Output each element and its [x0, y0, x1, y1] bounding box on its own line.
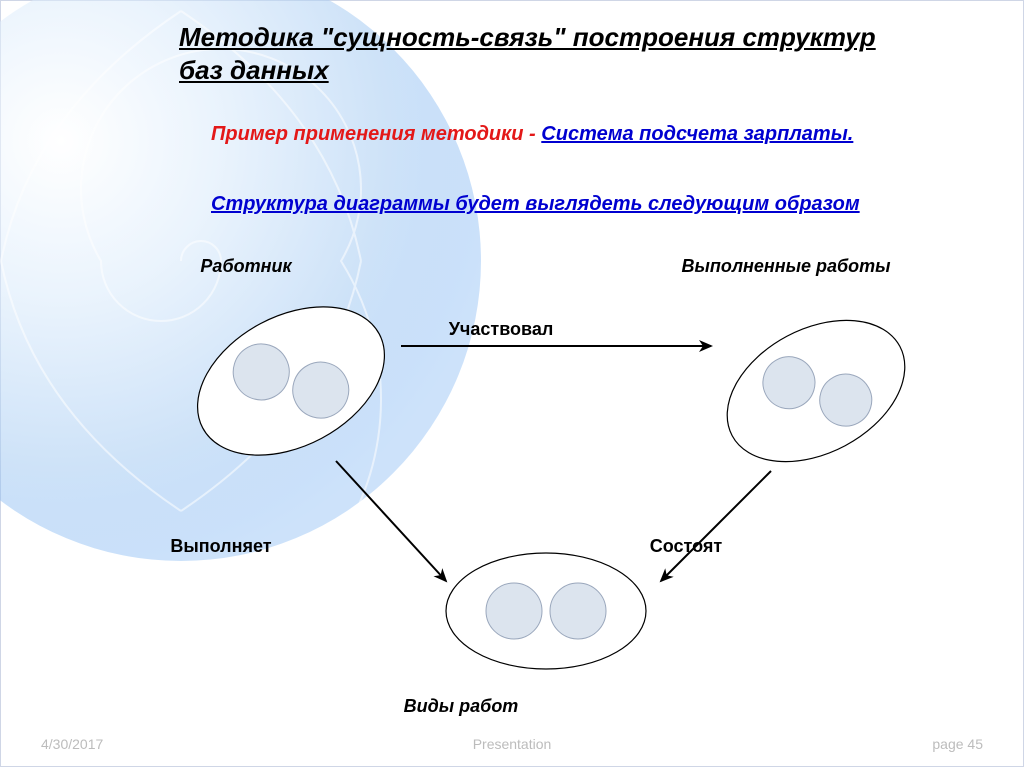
entity-label-types: Виды работ [351, 696, 571, 717]
footer-page: page 45 [932, 736, 983, 752]
entity-label-worker: Работник [136, 256, 356, 277]
edge-label-worker-done: Участвовал [401, 319, 601, 340]
edge-done-types [661, 471, 771, 581]
slide: Методика "сущность-связь" построения стр… [0, 0, 1024, 767]
er-diagram [1, 1, 1024, 767]
footer-presentation: Presentation [1, 736, 1023, 752]
footer: 4/30/2017 Presentation page 45 [1, 736, 1023, 756]
entity-worker [172, 277, 410, 486]
entity-label-done: Выполненные работы [676, 256, 896, 277]
entity-done [703, 292, 929, 491]
entity-types [446, 553, 646, 669]
edge-label-done-types: Состоят [586, 536, 786, 557]
content: Методика "сущность-связь" построения стр… [1, 1, 1023, 766]
edge-worker-types [336, 461, 446, 581]
edge-label-worker-types: Выполняет [121, 536, 321, 557]
